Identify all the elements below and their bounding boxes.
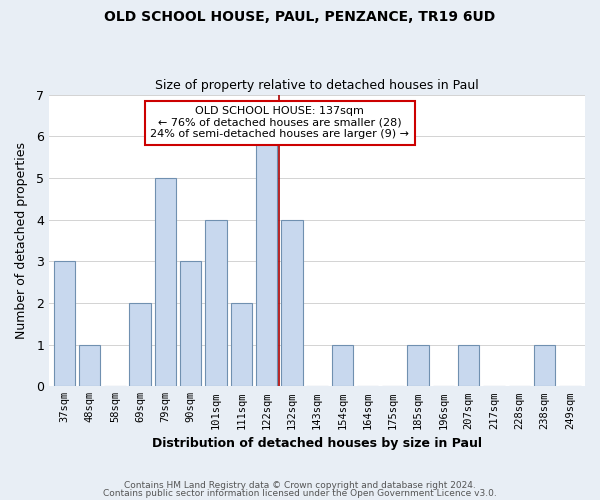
- Bar: [534, 344, 556, 387]
- Bar: [205, 220, 227, 386]
- Bar: [332, 344, 353, 387]
- Bar: [180, 262, 202, 386]
- Bar: [256, 136, 277, 386]
- Bar: [407, 344, 429, 387]
- Text: OLD SCHOOL HOUSE, PAUL, PENZANCE, TR19 6UD: OLD SCHOOL HOUSE, PAUL, PENZANCE, TR19 6…: [104, 10, 496, 24]
- Bar: [53, 262, 75, 386]
- Bar: [130, 303, 151, 386]
- X-axis label: Distribution of detached houses by size in Paul: Distribution of detached houses by size …: [152, 437, 482, 450]
- Bar: [79, 344, 100, 387]
- Text: OLD SCHOOL HOUSE: 137sqm
← 76% of detached houses are smaller (28)
24% of semi-d: OLD SCHOOL HOUSE: 137sqm ← 76% of detach…: [150, 106, 409, 140]
- Bar: [155, 178, 176, 386]
- Bar: [281, 220, 302, 386]
- Text: Contains public sector information licensed under the Open Government Licence v3: Contains public sector information licen…: [103, 488, 497, 498]
- Bar: [230, 303, 252, 386]
- Y-axis label: Number of detached properties: Number of detached properties: [15, 142, 28, 339]
- Title: Size of property relative to detached houses in Paul: Size of property relative to detached ho…: [155, 79, 479, 92]
- Bar: [458, 344, 479, 387]
- Text: Contains HM Land Registry data © Crown copyright and database right 2024.: Contains HM Land Registry data © Crown c…: [124, 481, 476, 490]
